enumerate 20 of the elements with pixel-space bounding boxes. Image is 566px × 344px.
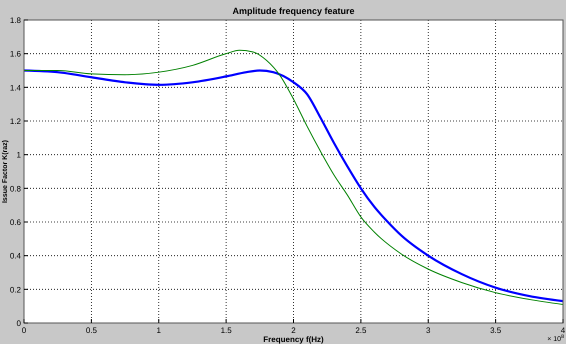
y-tick-label: 1.4	[10, 83, 22, 92]
y-tick-label: 1	[16, 150, 22, 160]
x-tick-label: 3	[426, 326, 432, 335]
y-tick-label: 0.8	[10, 184, 22, 194]
x-tick-label: 4	[560, 326, 566, 335]
x-tick-label: 1	[156, 326, 162, 335]
y-tick-label: 0.4	[10, 252, 22, 261]
y-tick-label: 0.2	[10, 285, 22, 294]
x-axis-title: Frequency f(Hz)	[263, 335, 324, 344]
x-tick-label: 3.5	[490, 326, 502, 335]
chart-title: Amplitude frequency feature	[232, 6, 355, 16]
y-tick-label: 0.6	[10, 218, 22, 227]
x-tick-label: 1.5	[220, 326, 232, 335]
y-tick-label: 1.6	[10, 50, 22, 59]
y-tick-label: 1.8	[10, 16, 22, 25]
x-tick-label: 0.5	[86, 326, 98, 335]
y-tick-label: 0	[16, 319, 22, 328]
x-tick-label: 2.5	[355, 326, 367, 335]
x-tick-label: 2	[291, 326, 296, 335]
y-tick-label: 1.2	[10, 117, 22, 126]
